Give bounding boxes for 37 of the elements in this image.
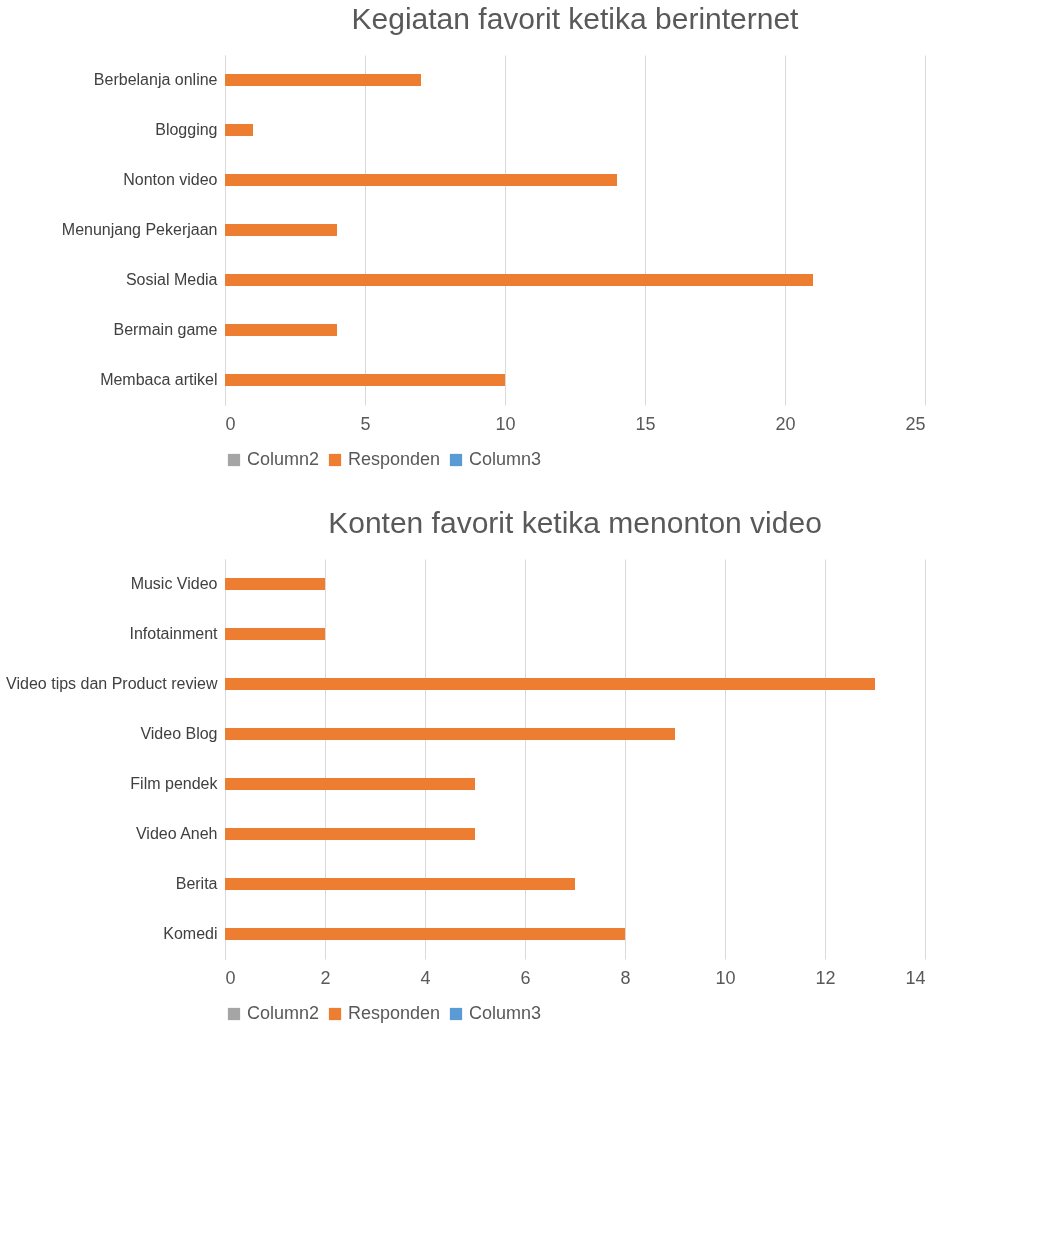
legend-label: Responden: [348, 449, 441, 469]
y-tick-label: Bermain game: [113, 321, 218, 338]
y-tick-label: Berita: [175, 875, 218, 892]
y-tick-label: Nonton video: [123, 171, 218, 188]
x-tick-label: 10: [715, 967, 736, 988]
y-tick-label: Blogging: [155, 121, 218, 138]
y-tick-label: Komedi: [163, 925, 218, 942]
x-tick-label: 0: [225, 967, 236, 988]
x-tick-label: 2: [320, 967, 331, 988]
x-tick-label: 25: [905, 413, 926, 434]
y-tick-label: Menunjang Pekerjaan: [61, 221, 218, 238]
x-tick-label: 10: [495, 413, 516, 434]
legend-label: Responden: [348, 1003, 441, 1023]
y-tick-label: Sosial Media: [125, 271, 218, 288]
chart-title: Konten favorit ketika menonton video: [328, 506, 822, 539]
y-tick-label: Membaca artikel: [100, 371, 218, 388]
x-tick-label: 20: [775, 413, 796, 434]
chart-title: Kegiatan favorit ketika berinternet: [351, 2, 800, 35]
x-tick-label: 12: [815, 967, 836, 988]
x-tick-label: 14: [905, 967, 926, 988]
legend-label: Column2: [247, 449, 320, 469]
x-tick-label: 8: [620, 967, 631, 988]
legend-label: Column2: [247, 1003, 320, 1023]
y-tick-label: Infotainment: [129, 625, 219, 642]
x-tick-label: 15: [635, 413, 656, 434]
x-tick-label: 5: [360, 413, 371, 434]
x-tick-label: 0: [225, 413, 236, 434]
y-tick-label: Video Blog: [140, 725, 218, 742]
legend-label: Column3: [469, 449, 542, 469]
y-tick-label: Music Video: [130, 575, 218, 592]
y-tick-label: Film pendek: [130, 775, 219, 792]
y-tick-label: Berbelanja online: [93, 71, 218, 88]
x-tick-label: 4: [420, 967, 431, 988]
x-tick-label: 6: [520, 967, 531, 988]
y-tick-label: Video Aneh: [135, 825, 218, 842]
y-tick-label: Video tips dan Product review: [6, 675, 218, 692]
legend-label: Column3: [469, 1003, 542, 1023]
